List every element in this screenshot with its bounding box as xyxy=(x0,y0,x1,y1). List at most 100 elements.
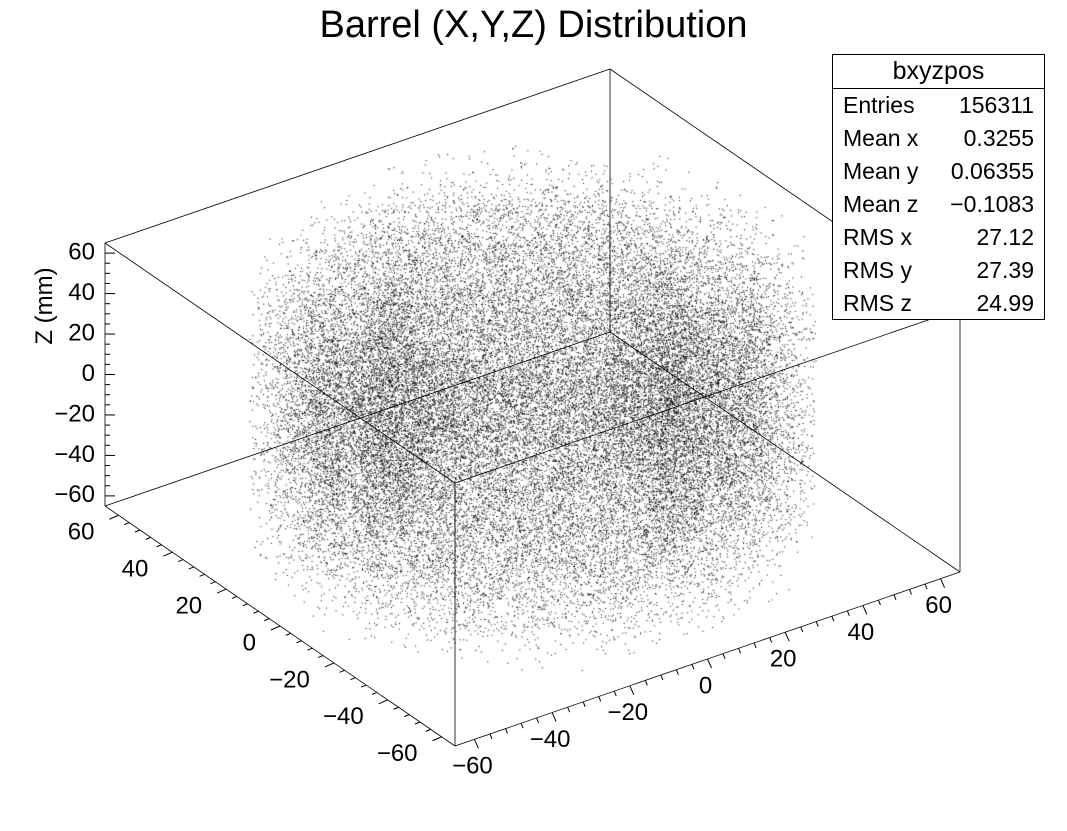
x-tick xyxy=(846,610,850,617)
stats-title: bxyzpos xyxy=(833,55,1044,89)
x-tick xyxy=(644,680,648,686)
z-axis-label: Z (mm) xyxy=(31,267,58,344)
x-tick-label: −40 xyxy=(530,726,571,753)
y-tick xyxy=(163,551,173,557)
y-tick xyxy=(393,706,399,710)
x-tick xyxy=(582,701,586,708)
x-tick xyxy=(940,578,946,588)
y-tick xyxy=(360,684,367,688)
y-tick xyxy=(307,647,313,651)
y-tick xyxy=(324,662,335,668)
x-tick xyxy=(722,653,726,659)
stats-key: RMS y xyxy=(843,257,912,283)
x-tick xyxy=(800,626,804,633)
z-tick-label: 0 xyxy=(82,360,95,387)
x-tick xyxy=(505,728,508,734)
x-tick xyxy=(815,621,819,627)
z-tick-label: −40 xyxy=(54,441,95,468)
y-tick xyxy=(124,522,130,526)
y-tick-label: −40 xyxy=(323,703,364,730)
x-tick xyxy=(877,599,881,606)
y-tick xyxy=(156,544,162,548)
stats-value: −0.1083 xyxy=(950,191,1034,217)
box-edge xyxy=(104,331,611,507)
y-tick-label: 0 xyxy=(243,629,256,656)
x-tick xyxy=(473,739,479,749)
y-tick xyxy=(145,536,151,540)
y-tick xyxy=(242,603,248,607)
y-tick xyxy=(253,610,259,614)
stats-key: Entries xyxy=(843,92,915,118)
x-tick xyxy=(707,658,712,669)
y-tick xyxy=(210,581,216,585)
y-tick-label: 40 xyxy=(122,555,149,582)
x-tick xyxy=(675,669,679,675)
stats-value: 0.06355 xyxy=(950,158,1034,184)
y-tick xyxy=(350,677,356,681)
stats-key: Mean z xyxy=(843,191,919,217)
stats-key: RMS z xyxy=(843,290,912,316)
y-tick-label: 60 xyxy=(68,519,95,546)
x-tick xyxy=(769,637,773,643)
y-tick xyxy=(177,559,184,563)
y-tick xyxy=(317,655,324,659)
x-tick-label: −20 xyxy=(607,699,648,726)
stats-box: bxyzpos Entries 156311 Mean x 0.3255 Mean … xyxy=(832,54,1045,320)
y-tick-label: −60 xyxy=(377,740,418,767)
x-tick xyxy=(893,594,897,600)
x-tick-label: 40 xyxy=(848,619,875,646)
y-tick xyxy=(109,514,119,520)
stats-row: Mean y 0.06355 xyxy=(833,155,1044,188)
x-tick xyxy=(598,696,602,702)
box-edge xyxy=(454,308,961,484)
y-tick-label: −20 xyxy=(269,666,310,693)
stats-row: RMS x 27.12 xyxy=(833,221,1044,254)
z-tick-label: −20 xyxy=(54,400,95,427)
x-tick xyxy=(536,717,540,724)
stats-value: 27.12 xyxy=(976,224,1034,250)
x-tick-label: 0 xyxy=(699,672,712,699)
stats-key: Mean x xyxy=(843,125,919,151)
stats-row: Mean z −0.1083 xyxy=(833,188,1044,221)
z-tick-label: −60 xyxy=(54,481,95,508)
x-tick xyxy=(520,723,524,729)
x-tick-label: −60 xyxy=(452,753,493,780)
y-tick xyxy=(432,736,442,742)
y-tick xyxy=(414,721,421,725)
stats-row: Entries 156311 xyxy=(833,89,1044,122)
x-tick xyxy=(738,648,742,654)
z-tick-label: 20 xyxy=(68,319,95,346)
y-tick xyxy=(231,595,238,599)
stats-value: 27.39 xyxy=(976,257,1034,283)
stats-value: 156311 xyxy=(958,92,1034,118)
x-tick xyxy=(784,632,790,642)
box-edge xyxy=(609,331,961,573)
y-tick-label: 20 xyxy=(175,592,202,619)
y-tick xyxy=(285,632,291,636)
y-tick xyxy=(188,566,195,570)
z-tick-label: 60 xyxy=(68,238,95,265)
stats-value: 24.99 xyxy=(976,290,1034,316)
y-tick xyxy=(371,691,378,695)
x-tick xyxy=(909,589,912,595)
axis-tick-labels: −60 −40 −20 0 20 40 60 −60 −40 −20 0 20 40 60 −60 −40 −2… xyxy=(54,238,952,779)
x-tick xyxy=(862,605,868,615)
y-tick xyxy=(264,618,270,622)
x-tick xyxy=(567,706,571,713)
axis-ticks xyxy=(105,252,946,749)
stats-key: Mean y xyxy=(843,158,919,184)
stats-row: Mean x 0.3255 xyxy=(833,122,1044,155)
y-tick xyxy=(134,529,141,533)
y-tick xyxy=(199,573,205,577)
y-tick xyxy=(404,714,410,718)
x-tick xyxy=(753,642,757,649)
stats-row: RMS z 24.99 xyxy=(833,287,1044,320)
x-tick-label: 20 xyxy=(770,646,797,673)
y-tick xyxy=(270,625,281,631)
stats-value: 0.3255 xyxy=(963,125,1034,151)
x-tick xyxy=(629,685,635,695)
z-tick-label: 40 xyxy=(68,279,95,306)
stats-row: RMS y 27.39 xyxy=(833,254,1044,287)
x-tick-label: 60 xyxy=(925,592,952,619)
